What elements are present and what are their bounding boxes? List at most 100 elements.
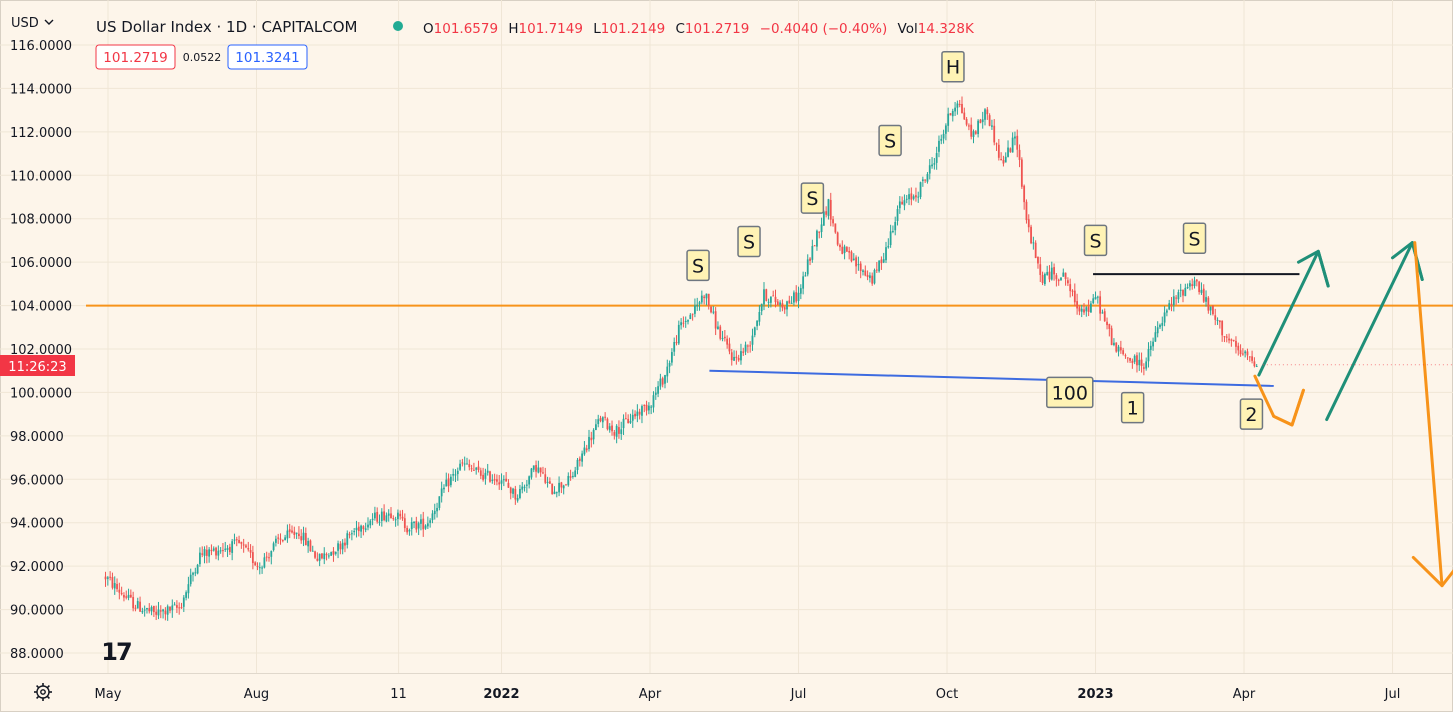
candle xyxy=(224,541,227,552)
candle xyxy=(256,562,259,571)
candle xyxy=(222,543,224,558)
currency-selector[interactable]: USD xyxy=(11,16,54,31)
candle-body xyxy=(424,525,427,529)
gear-icon[interactable] xyxy=(34,683,52,701)
candle xyxy=(155,605,158,621)
candle-body xyxy=(169,606,171,611)
candle-body xyxy=(599,418,602,422)
candle xyxy=(746,344,749,354)
candle-body xyxy=(1000,158,1003,161)
pattern-label[interactable]: 1 xyxy=(1120,391,1145,424)
sell-price-box[interactable]: 101.2719 xyxy=(95,44,176,70)
projection-arrow-down[interactable] xyxy=(1253,374,1305,427)
candle xyxy=(334,551,337,556)
pattern-label[interactable]: S xyxy=(800,182,825,214)
candle-body xyxy=(535,464,537,472)
projection-arrow-up[interactable] xyxy=(1325,241,1424,422)
candle xyxy=(104,571,107,587)
candle xyxy=(1000,152,1003,161)
chevron-down-icon[interactable] xyxy=(44,19,54,25)
candle-body xyxy=(961,103,963,114)
candle-body xyxy=(947,113,950,126)
candle-body xyxy=(965,119,968,125)
pattern-label[interactable]: S xyxy=(878,124,902,157)
candle-body xyxy=(1255,366,1258,368)
pattern-label[interactable]: S xyxy=(686,249,710,282)
arrow-head[interactable] xyxy=(1411,551,1453,588)
arrow-head[interactable] xyxy=(1272,388,1305,427)
candle xyxy=(346,530,349,549)
candle-body xyxy=(337,543,339,551)
candle xyxy=(164,607,167,621)
pattern-label[interactable]: S xyxy=(1182,222,1207,255)
candle-body xyxy=(781,303,784,308)
pattern-label[interactable]: S xyxy=(737,225,761,258)
candle xyxy=(848,246,851,260)
candle-body xyxy=(569,476,572,478)
candle xyxy=(712,306,715,315)
candle xyxy=(1221,320,1224,342)
candle xyxy=(818,231,821,239)
candle-body xyxy=(410,522,413,530)
symbol-title[interactable]: US Dollar Index · 1D · CAPITALCOM xyxy=(96,18,358,36)
candle-body xyxy=(661,378,664,385)
candle-body xyxy=(291,530,293,533)
candle xyxy=(159,605,162,619)
candle xyxy=(415,516,418,533)
currency-label[interactable]: USD xyxy=(11,16,39,31)
label-text: 100 xyxy=(1052,382,1088,404)
candle-body xyxy=(286,530,289,539)
candle xyxy=(793,290,795,306)
candle xyxy=(558,476,560,497)
buy-price[interactable]: 101.3241 xyxy=(235,50,299,66)
candle xyxy=(157,601,160,620)
pattern-label[interactable]: S xyxy=(1083,224,1108,257)
candle xyxy=(548,477,551,484)
x-tick-label: Apr xyxy=(639,687,662,702)
y-tick-label: 112.0000 xyxy=(10,126,72,141)
candle-body xyxy=(1232,339,1235,341)
projection-arrow-down[interactable] xyxy=(1411,241,1453,588)
spread-value: 0.0522 xyxy=(183,51,222,64)
candle-body xyxy=(611,425,613,432)
buy-price-box[interactable]: 101.3241 xyxy=(227,44,308,70)
neckline-trendline[interactable] xyxy=(709,369,1274,387)
candle-body xyxy=(795,292,798,302)
projection-arrow-up[interactable] xyxy=(1257,249,1330,377)
candle xyxy=(106,575,109,586)
candle xyxy=(1113,338,1115,347)
candle-body xyxy=(585,448,588,451)
candle-body xyxy=(433,510,436,515)
candle-body xyxy=(915,195,917,198)
candle-body xyxy=(279,538,282,540)
arrow-head[interactable] xyxy=(1296,249,1330,288)
arrow-head[interactable] xyxy=(1391,241,1424,282)
candle xyxy=(380,508,383,527)
y-tick-label: 96.0000 xyxy=(10,473,64,488)
market-status-icon[interactable] xyxy=(393,21,403,31)
candle xyxy=(433,503,436,520)
candle-body xyxy=(298,533,300,537)
candle xyxy=(493,473,496,485)
candle xyxy=(355,520,358,538)
pattern-label[interactable]: 2 xyxy=(1239,398,1264,430)
candle-body xyxy=(265,556,268,558)
pattern-label[interactable]: H xyxy=(941,50,965,83)
sell-price[interactable]: 101.2719 xyxy=(103,50,167,66)
candle xyxy=(898,196,901,214)
tradingview-logo[interactable]: 17 xyxy=(101,638,133,666)
candle-body xyxy=(1030,226,1032,244)
candle xyxy=(371,513,374,526)
candle-body xyxy=(120,592,123,595)
candle-body xyxy=(728,343,731,352)
candle xyxy=(889,224,892,248)
candle-body xyxy=(806,259,809,275)
candle-body xyxy=(341,542,344,550)
candle xyxy=(263,553,266,569)
arrow-shaft[interactable] xyxy=(1413,241,1444,588)
pattern-label[interactable]: 100 xyxy=(1046,376,1094,409)
candle xyxy=(1087,299,1090,317)
candle xyxy=(203,546,206,564)
candle xyxy=(325,552,328,561)
